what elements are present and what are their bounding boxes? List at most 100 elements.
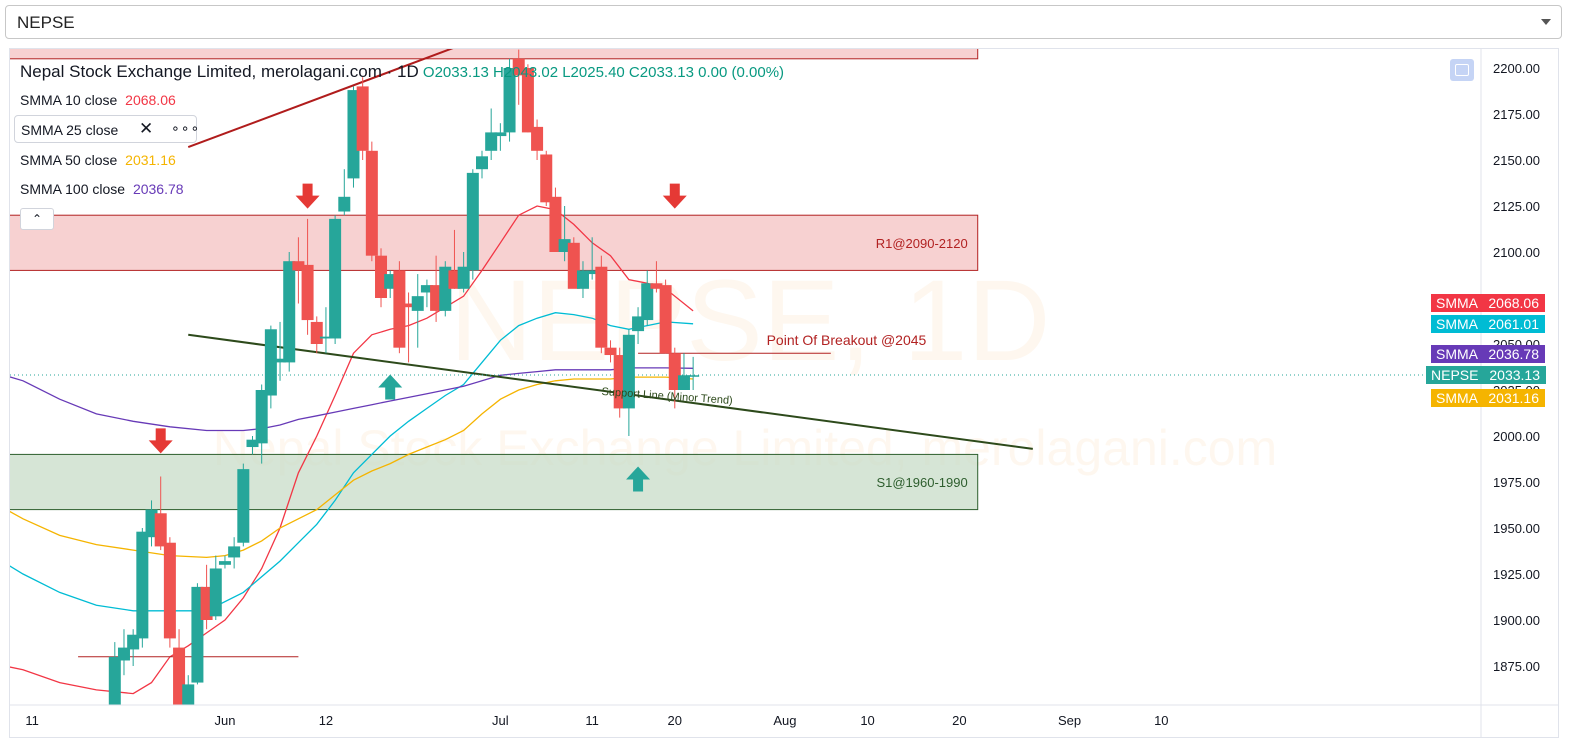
candle xyxy=(264,325,277,409)
candle-body xyxy=(540,154,553,203)
candle xyxy=(163,537,176,648)
candle-body xyxy=(209,568,222,617)
candle-body xyxy=(255,390,268,444)
candle-body xyxy=(439,266,452,311)
x-tick-label: 20 xyxy=(668,713,682,728)
candle-body xyxy=(319,336,332,339)
candle-body xyxy=(659,285,672,354)
series-line-3 xyxy=(10,367,694,432)
more-icon[interactable]: ∘∘∘ xyxy=(171,120,201,136)
candle-body xyxy=(237,469,250,543)
candle xyxy=(338,169,351,216)
candle-body xyxy=(613,355,626,409)
zone-0 xyxy=(10,214,979,271)
candle xyxy=(595,255,608,354)
candle-body xyxy=(218,561,231,565)
collapse-legend-button[interactable]: ⌃ xyxy=(20,208,54,230)
candle-body xyxy=(420,285,433,293)
price-tag-smma: SMMA 2036.78 xyxy=(1431,345,1545,363)
chevron-down-icon[interactable] xyxy=(1541,19,1551,25)
candle xyxy=(200,564,213,630)
candle-body xyxy=(476,156,488,170)
candle xyxy=(375,248,388,308)
candle xyxy=(145,500,158,547)
price-tag-name: NEPSE xyxy=(1431,367,1479,383)
candle-body xyxy=(375,255,388,298)
candle xyxy=(558,206,571,262)
candle-body xyxy=(466,172,479,271)
candle xyxy=(154,476,167,551)
candle xyxy=(494,123,507,151)
candle xyxy=(384,270,397,298)
fullscreen-icon[interactable] xyxy=(1450,59,1474,81)
arrow-down-icon xyxy=(295,183,320,209)
price-tag-value: 2036.78 xyxy=(1488,346,1539,362)
candle xyxy=(347,86,360,188)
candle xyxy=(622,329,635,436)
x-tick-label: Jun xyxy=(214,713,235,728)
candle-body xyxy=(264,329,277,396)
candle xyxy=(173,629,186,705)
x-tick-label: Aug xyxy=(773,713,796,728)
candle xyxy=(237,463,250,547)
candle-body xyxy=(567,242,580,289)
price-tag-name: SMMA xyxy=(1436,390,1478,406)
indicator-smma50[interactable]: SMMA 50 close 2031.16 xyxy=(20,152,176,168)
candle xyxy=(466,169,479,280)
candle xyxy=(0,675,1,721)
candle xyxy=(136,528,149,648)
price-tag-value: 2068.06 xyxy=(1488,295,1539,311)
candle-body xyxy=(521,68,534,133)
candle xyxy=(393,261,406,354)
candle-body xyxy=(365,150,378,256)
candle-body xyxy=(356,86,369,151)
indicator-label: SMMA 100 close xyxy=(20,181,126,197)
candle-body xyxy=(108,656,121,705)
candle-body xyxy=(503,68,516,133)
x-tick-label: 12 xyxy=(319,713,333,728)
symbol-select-value: NEPSE xyxy=(17,13,75,32)
price-tag-nepse: NEPSE 2033.13 xyxy=(1426,366,1546,384)
candle xyxy=(567,237,580,289)
y-tick-label: 1950.00 xyxy=(1493,521,1540,536)
price-tag-smma: SMMA 2068.06 xyxy=(1431,294,1545,312)
indicator-smma25[interactable]: SMMA 25 close ✕ ∘∘∘ xyxy=(14,115,201,143)
arrow-up-icon xyxy=(626,466,651,492)
series-line-0 xyxy=(10,205,694,695)
candle-body xyxy=(274,358,287,363)
legend-title: Nepal Stock Exchange Limited, merolagani… xyxy=(20,62,419,81)
candle-body xyxy=(677,375,690,390)
candle-body xyxy=(558,239,571,252)
y-tick-label: 1925.00 xyxy=(1493,567,1540,582)
candle xyxy=(108,642,121,705)
price-tag-value: 2031.16 xyxy=(1488,390,1539,406)
zone-2 xyxy=(10,49,979,60)
chart-frame xyxy=(9,48,1559,738)
candle-body xyxy=(154,513,167,547)
candle xyxy=(246,436,259,455)
candle-body xyxy=(687,375,700,377)
candle-body xyxy=(384,274,397,289)
price-tag-smma: SMMA 2061.01 xyxy=(1431,315,1545,333)
candle-body xyxy=(347,90,360,179)
x-tick-label: 10 xyxy=(1154,713,1168,728)
symbol-select[interactable]: NEPSE xyxy=(5,5,1562,39)
candle-body xyxy=(246,439,259,448)
candle xyxy=(512,49,525,105)
candle xyxy=(411,274,424,348)
candle xyxy=(521,64,534,133)
candle-body xyxy=(632,316,645,332)
close-icon[interactable]: ✕ xyxy=(139,119,154,138)
candle xyxy=(420,279,433,308)
candle xyxy=(476,150,488,179)
candle xyxy=(319,307,332,354)
x-tick-label: Jul xyxy=(492,713,509,728)
zone-label: R1@2090-2120 xyxy=(876,236,968,251)
candle-body xyxy=(641,283,654,321)
indicator-smma100[interactable]: SMMA 100 close 2036.78 xyxy=(20,181,184,197)
candle xyxy=(356,77,369,160)
candle xyxy=(310,316,323,354)
indicator-smma10[interactable]: SMMA 10 close 2068.06 xyxy=(20,92,176,108)
candle xyxy=(650,261,663,293)
